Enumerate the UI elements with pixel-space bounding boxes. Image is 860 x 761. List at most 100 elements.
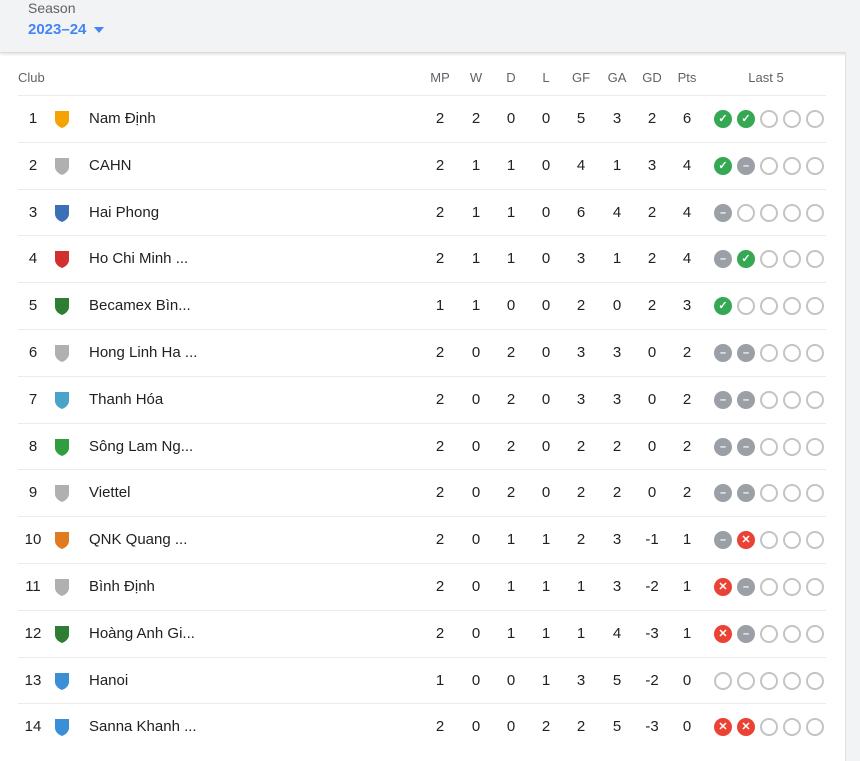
- form-empty-icon[interactable]: [760, 437, 778, 456]
- form-empty-icon[interactable]: [760, 531, 778, 550]
- club-name[interactable]: Ho Chi Minh ...: [89, 250, 189, 268]
- form-empty-icon[interactable]: [760, 390, 778, 409]
- rank: 9: [28, 484, 38, 502]
- form-empty-icon[interactable]: [783, 671, 801, 690]
- form-empty-icon[interactable]: [806, 203, 824, 222]
- form-empty-icon[interactable]: [760, 718, 778, 737]
- season-dropdown[interactable]: 2023–24: [28, 21, 105, 38]
- club-name[interactable]: Nam Định: [89, 110, 156, 127]
- club-name[interactable]: Hong Linh Ha ...: [89, 344, 198, 361]
- club-name[interactable]: QNK Quang ...: [89, 531, 188, 549]
- form-draw-icon[interactable]: –: [737, 390, 755, 409]
- form-empty-icon[interactable]: [783, 344, 801, 362]
- form-empty-icon[interactable]: [737, 671, 755, 690]
- form-empty-icon[interactable]: [806, 250, 824, 269]
- table-row[interactable]: 6 Hong Linh Ha ... 2 0 2 0 3 3 0 2 – –: [18, 329, 826, 376]
- form-draw-icon[interactable]: –: [714, 531, 732, 550]
- form-empty-icon[interactable]: [760, 203, 778, 222]
- form-loss-icon[interactable]: ✕: [737, 531, 755, 550]
- form-empty-icon[interactable]: [806, 156, 824, 175]
- form-empty-icon[interactable]: [806, 110, 824, 128]
- form-empty-icon[interactable]: [783, 250, 801, 269]
- club-name[interactable]: Bình Định: [89, 578, 155, 595]
- form-empty-icon[interactable]: [760, 484, 778, 503]
- form-empty-icon[interactable]: [760, 297, 778, 316]
- table-row[interactable]: 5 Becamex Bìn... 1 1 0 0 2 0 2 3 ✓: [18, 282, 826, 329]
- form-empty-icon[interactable]: [783, 437, 801, 456]
- table-row[interactable]: 7 Thanh Hóa 2 0 2 0 3 3 0 2 – –: [18, 375, 826, 423]
- form-empty-icon[interactable]: [806, 484, 824, 503]
- table-row[interactable]: 10 QNK Quang ... 2 0 1 1 2 3 -1 1 – ✕: [18, 516, 826, 563]
- table-row[interactable]: 2 CAHN 2 1 1 0 4 1 3 4 ✓ –: [18, 141, 826, 189]
- form-empty-icon[interactable]: [783, 156, 801, 175]
- form-draw-icon[interactable]: –: [737, 624, 755, 643]
- form-loss-icon[interactable]: ✕: [714, 624, 732, 643]
- form-win-icon[interactable]: ✓: [714, 110, 732, 128]
- form-empty-icon[interactable]: [806, 671, 824, 690]
- form-empty-icon[interactable]: [806, 531, 824, 550]
- form-empty-icon[interactable]: [806, 624, 824, 643]
- form-draw-icon[interactable]: –: [714, 484, 732, 503]
- form-empty-icon[interactable]: [760, 250, 778, 269]
- table-row[interactable]: 11 Bình Định 2 0 1 1 1 3 -2 1 ✕ –: [18, 563, 826, 610]
- form-empty-icon[interactable]: [806, 718, 824, 737]
- form-draw-icon[interactable]: –: [714, 250, 732, 269]
- form-loss-icon[interactable]: ✕: [737, 718, 755, 737]
- form-empty-icon[interactable]: [760, 344, 778, 362]
- table-row[interactable]: 3 Hai Phong 2 1 1 0 6 4 2 4 –: [18, 188, 826, 236]
- table-row[interactable]: 8 Sông Lam Ng... 2 0 2 0 2 2 0 2 – –: [18, 422, 826, 470]
- form-empty-icon[interactable]: [760, 624, 778, 643]
- table-row[interactable]: 12 Hoàng Anh Gi... 2 0 1 1 1 4 -3 1 ✕ –: [18, 609, 826, 657]
- form-loss-icon[interactable]: ✕: [714, 718, 732, 737]
- club-name[interactable]: CAHN: [89, 156, 132, 174]
- form-win-icon[interactable]: ✓: [737, 250, 755, 269]
- form-draw-icon[interactable]: –: [737, 344, 755, 362]
- table-row[interactable]: 4 Ho Chi Minh ... 2 1 1 0 3 1 2 4 – ✓: [18, 235, 826, 282]
- form-empty-icon[interactable]: [806, 297, 824, 316]
- club-name[interactable]: Sông Lam Ng...: [89, 437, 194, 455]
- table-row[interactable]: 13 Hanoi 1 0 0 1 3 5 -2 0: [18, 656, 826, 704]
- form-win-icon[interactable]: ✓: [714, 156, 732, 175]
- form-empty-icon[interactable]: [760, 110, 778, 128]
- form-empty-icon[interactable]: [760, 578, 778, 596]
- form-empty-icon[interactable]: [783, 484, 801, 503]
- club-name[interactable]: Thanh Hóa: [89, 390, 164, 408]
- form-empty-icon[interactable]: [783, 390, 801, 409]
- form-win-icon[interactable]: ✓: [714, 297, 732, 316]
- form-draw-icon[interactable]: –: [737, 484, 755, 503]
- form-empty-icon[interactable]: [737, 297, 755, 316]
- form-draw-icon[interactable]: –: [714, 344, 732, 362]
- form-empty-icon[interactable]: [783, 531, 801, 550]
- form-draw-icon[interactable]: –: [737, 437, 755, 456]
- form-empty-icon[interactable]: [783, 110, 801, 128]
- form-empty-icon[interactable]: [783, 624, 801, 643]
- form-empty-icon[interactable]: [806, 344, 824, 362]
- club-name[interactable]: Hanoi: [89, 671, 129, 689]
- form-empty-icon[interactable]: [806, 437, 824, 456]
- club-name[interactable]: Sanna Khanh ...: [89, 718, 197, 736]
- form-empty-icon[interactable]: [737, 203, 755, 222]
- form-empty-icon[interactable]: [806, 390, 824, 409]
- club-name[interactable]: Hai Phong: [89, 203, 160, 221]
- table-row[interactable]: 1 Nam Định 2 2 0 0 5 3 2 6 ✓ ✓: [18, 95, 826, 142]
- club-name[interactable]: Becamex Bìn...: [89, 297, 191, 315]
- club-name[interactable]: Viettel: [89, 484, 131, 502]
- form-draw-icon[interactable]: –: [737, 578, 755, 596]
- table-row[interactable]: 14 Sanna Khanh ... 2 0 0 2 2 5 -3 0 ✕ ✕: [18, 703, 826, 750]
- form-empty-icon[interactable]: [806, 578, 824, 596]
- form-draw-icon[interactable]: –: [714, 203, 732, 222]
- form-draw-icon[interactable]: –: [714, 437, 732, 456]
- table-row[interactable]: 9 Viettel 2 0 2 0 2 2 0 2 – –: [18, 469, 826, 516]
- form-empty-icon[interactable]: [783, 297, 801, 316]
- club-name[interactable]: Hoàng Anh Gi...: [89, 624, 195, 642]
- form-empty-icon[interactable]: [783, 578, 801, 596]
- form-win-icon[interactable]: ✓: [737, 110, 755, 128]
- form-empty-icon[interactable]: [760, 671, 778, 690]
- form-empty-icon[interactable]: [783, 718, 801, 737]
- form-empty-icon[interactable]: [714, 671, 732, 690]
- form-empty-icon[interactable]: [760, 156, 778, 175]
- form-draw-icon[interactable]: –: [714, 390, 732, 409]
- form-empty-icon[interactable]: [783, 203, 801, 222]
- form-loss-icon[interactable]: ✕: [714, 578, 732, 596]
- form-draw-icon[interactable]: –: [737, 156, 755, 175]
